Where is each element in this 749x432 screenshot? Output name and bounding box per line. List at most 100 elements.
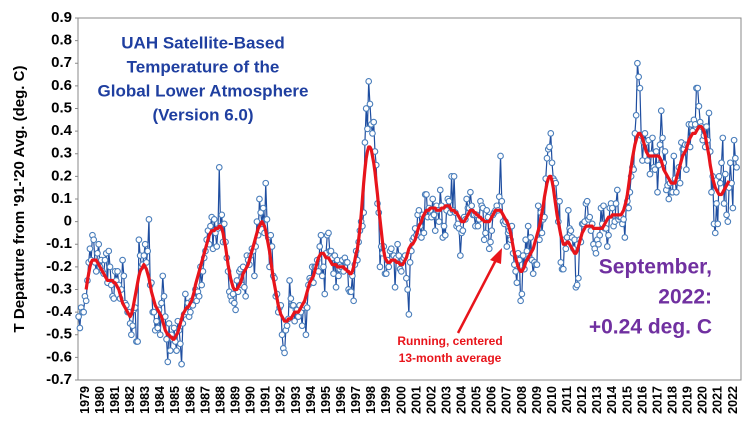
point [603,243,611,250]
point [327,247,335,255]
point [519,252,527,259]
y-tick-label: 0.9 [51,9,72,26]
point [513,279,521,287]
point [158,299,165,307]
point [317,231,325,239]
point [230,299,238,307]
y-tick-label: -0.2 [46,258,72,275]
point [556,197,563,205]
x-tick-label: 1980 [93,386,107,414]
point [343,259,351,266]
point [110,295,118,302]
point [731,154,739,162]
point [632,111,640,119]
point [665,195,673,203]
point [129,322,136,330]
point [538,229,546,237]
point [683,166,690,173]
point [267,231,275,239]
point [298,322,306,330]
point [621,234,629,241]
annotation: 2022: [658,286,712,309]
point [573,281,581,289]
point [173,347,180,354]
point [406,259,414,266]
y-tick-label: 0.8 [51,32,72,49]
point [75,313,82,321]
point [695,102,703,110]
point [644,157,651,164]
point [325,229,332,237]
point [94,249,101,257]
point [283,322,291,330]
point [612,200,620,207]
point [719,134,727,142]
y-tick-label: 0.1 [51,190,72,207]
point [364,125,371,133]
point [106,263,114,271]
point [726,159,734,167]
point [463,195,470,203]
point [82,297,90,305]
x-tick-label: 2011 [560,386,574,413]
point [332,283,340,291]
point [457,252,464,259]
arrow-label: Running, centered [397,334,502,348]
point [156,331,164,339]
point [101,256,109,264]
point [256,195,263,203]
point [559,265,567,273]
arrow-label: 13-month average [399,351,502,365]
point [154,324,162,332]
point [715,173,723,180]
point [488,227,496,235]
y-tick-label: -0.5 [46,326,72,343]
x-tick-label: 2022 [726,386,740,414]
x-tick-label: 2004 [455,386,469,414]
point [474,222,482,230]
point [429,195,437,203]
point [705,109,713,117]
x-tick-label: 2000 [394,386,408,414]
x-tick-label: 1989 [229,386,243,414]
point [716,179,724,187]
point [592,249,600,257]
point [468,202,476,210]
point [145,216,153,223]
point [318,272,326,280]
running-average-line [84,125,731,341]
point [729,204,737,212]
x-tick-label: 2010 [545,386,559,414]
point [575,274,582,282]
point [370,118,378,126]
x-tick-label: 1993 [289,386,303,414]
point [404,286,411,293]
point [241,283,248,291]
point [210,216,218,223]
point [557,259,565,266]
point [467,188,474,196]
point [90,236,98,244]
point [394,240,401,248]
x-tick-label: 2013 [590,386,604,414]
point [651,166,659,173]
x-tick-label: 1997 [349,386,363,414]
x-tick-label: 1987 [198,386,212,414]
point [263,216,271,223]
x-tick-label: 2020 [696,386,710,414]
x-tick-label: 1990 [244,386,258,414]
point [335,272,342,280]
y-tick-label: -0.1 [46,235,72,252]
point [397,268,405,275]
x-tick-label: 1983 [138,386,152,414]
x-tick-label: 2008 [515,386,529,414]
x-tick-label: 1999 [379,386,393,414]
point [450,173,458,180]
point [713,200,720,207]
y-tick-label: -0.4 [46,303,73,320]
point [724,218,732,225]
chart-title: Global Lower Atmosphere [98,81,309,100]
point [302,331,310,339]
y-tick-label: 0.7 [51,54,72,71]
